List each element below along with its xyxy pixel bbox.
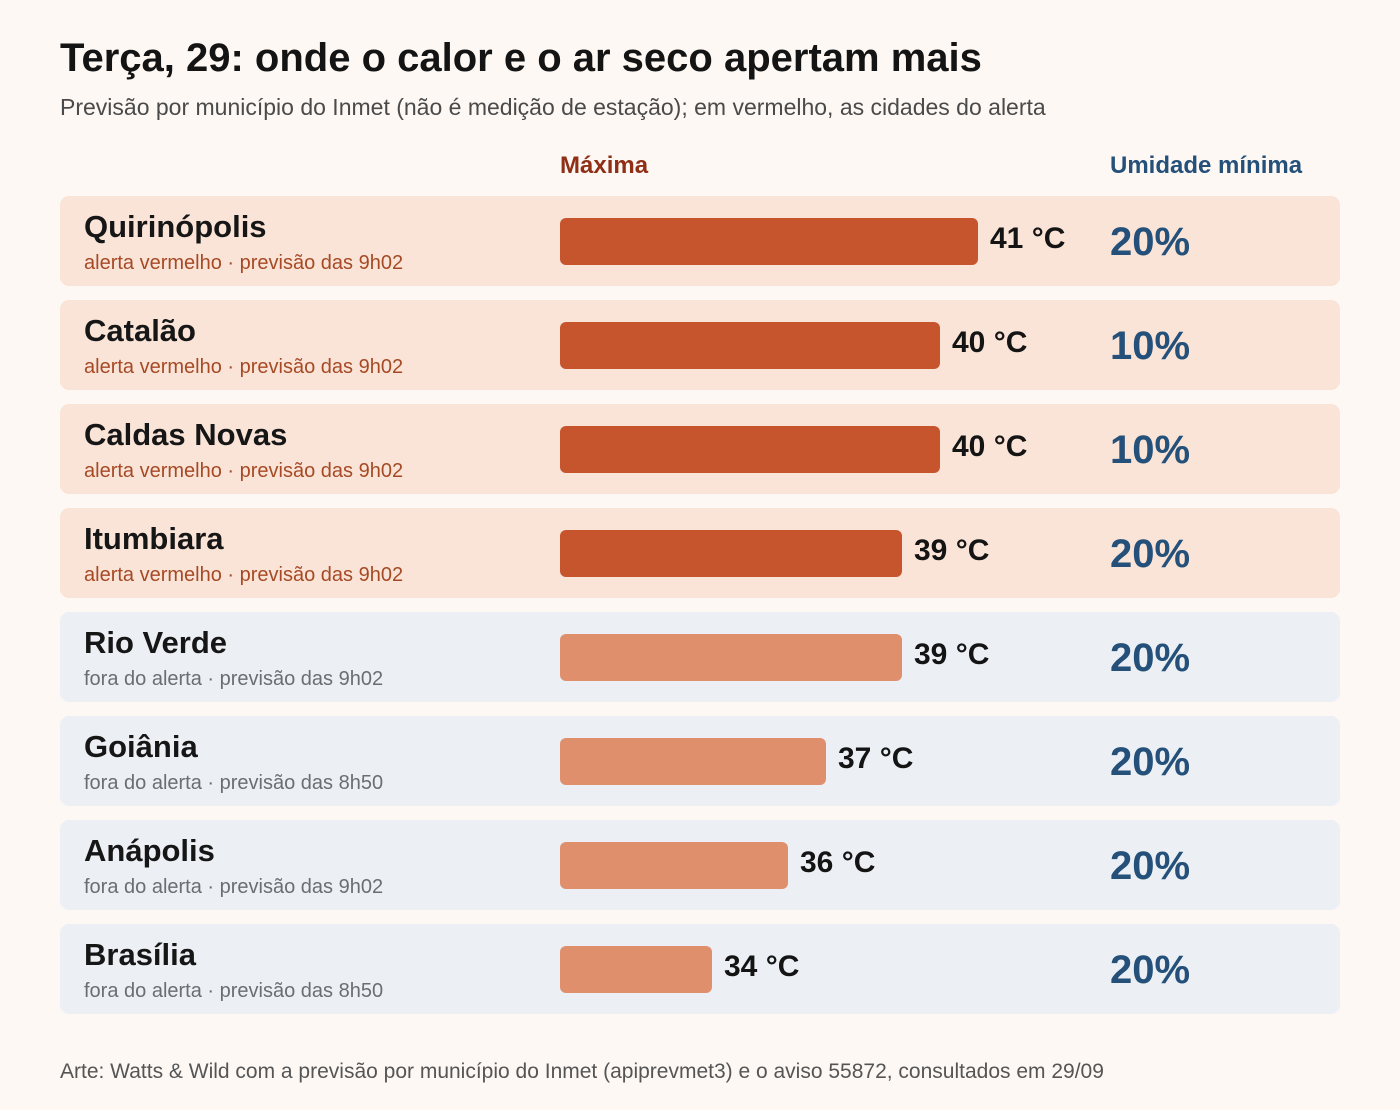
max-temperature-label: 39 °C (914, 638, 990, 671)
city-row: Catalão alerta vermelho · previsão das 9h… (60, 300, 1340, 390)
humidity-value: 10% (1110, 324, 1191, 368)
city-status-note: alerta vermelho · previsão das 9h02 (84, 356, 404, 378)
city-row: Goiânia fora do alerta · previsão das 8h5… (60, 716, 1340, 806)
source-footer: Arte: Watts & Wild com a previsão por mu… (60, 1060, 1104, 1083)
max-temperature-bar (560, 426, 940, 473)
humidity-value: 20% (1110, 740, 1191, 784)
city-status-note: fora do alerta · previsão das 9h02 (84, 668, 384, 690)
city-name: Brasília (84, 937, 197, 972)
max-temperature-label: 39 °C (914, 534, 990, 567)
city-row: Quirinópolis alerta vermelho · previsão d… (60, 196, 1340, 286)
max-temperature-label: 37 °C (838, 742, 914, 775)
city-status-note: fora do alerta · previsão das 8h50 (84, 980, 384, 1002)
city-name: Itumbiara (84, 521, 224, 556)
humidity-column-header: Umidade mínima (1110, 152, 1303, 179)
city-status-note: alerta vermelho · previsão das 9h02 (84, 564, 404, 586)
city-status-note: fora do alerta · previsão das 9h02 (84, 876, 384, 898)
city-status-note: alerta vermelho · previsão das 9h02 (84, 460, 404, 482)
max-temperature-bar (560, 634, 902, 681)
city-name: Quirinópolis (84, 209, 267, 244)
max-temperature-label: 40 °C (952, 430, 1028, 463)
humidity-value: 10% (1110, 428, 1191, 472)
city-row: Anápolis fora do alerta · previsão das 9h… (60, 820, 1340, 910)
max-temperature-bar (560, 322, 940, 369)
max-temperature-bar (560, 530, 902, 577)
city-row: Brasília fora do alerta · previsão das 8h… (60, 924, 1340, 1014)
city-name: Rio Verde (84, 625, 227, 660)
city-name: Catalão (84, 313, 196, 348)
city-status-note: alerta vermelho · previsão das 9h02 (84, 252, 404, 274)
chart-title: Terça, 29: onde o calor e o ar seco aper… (60, 36, 982, 80)
city-row: Rio Verde fora do alerta · previsão das 9… (60, 612, 1340, 702)
city-row: Itumbiara alerta vermelho · previsão das … (60, 508, 1340, 598)
max-temperature-bar (560, 218, 978, 265)
chart-subtitle: Previsão por município do Inmet (não é m… (60, 94, 1046, 120)
max-temperature-bar (560, 738, 826, 785)
humidity-value: 20% (1110, 844, 1191, 888)
city-name: Goiânia (84, 729, 198, 764)
max-temperature-label: 34 °C (724, 950, 800, 983)
humidity-value: 20% (1110, 220, 1191, 264)
max-temperature-label: 36 °C (800, 846, 876, 879)
city-status-note: fora do alerta · previsão das 8h50 (84, 772, 384, 794)
humidity-value: 20% (1110, 948, 1191, 992)
max-temperature-label: 40 °C (952, 326, 1028, 359)
max-temperature-label: 41 °C (990, 222, 1066, 255)
max-column-header: Máxima (560, 152, 649, 179)
city-name: Caldas Novas (84, 417, 288, 452)
max-temperature-bar (560, 946, 712, 993)
humidity-value: 20% (1110, 532, 1191, 576)
city-name: Anápolis (84, 833, 215, 868)
city-rows: Quirinópolis alerta vermelho · previsão d… (60, 196, 1340, 1028)
max-temperature-bar (560, 842, 788, 889)
humidity-value: 20% (1110, 636, 1191, 680)
city-row: Caldas Novas alerta vermelho · previsão d… (60, 404, 1340, 494)
